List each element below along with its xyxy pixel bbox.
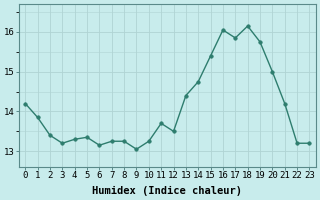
X-axis label: Humidex (Indice chaleur): Humidex (Indice chaleur) (92, 186, 242, 196)
